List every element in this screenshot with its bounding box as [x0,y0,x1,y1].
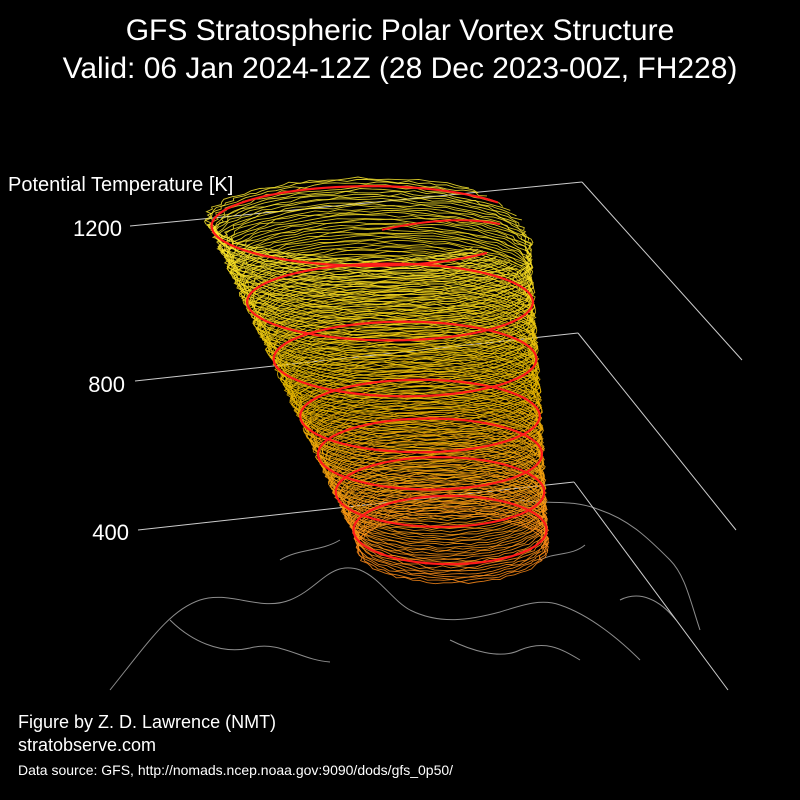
vortex-edge-contour [217,203,530,285]
vortex-edge-contour [242,260,534,340]
axis-line-1200 [129,181,583,227]
chart-title: GFS Stratospheric Polar Vortex Structure [125,14,675,47]
vortex-edge-contour [282,347,541,423]
vortex-edge-contour [272,325,540,403]
vortex-edge-contour [312,409,545,484]
vortex-edge-contour [233,234,533,317]
credit-author: Figure by Z. D. Lawrence (NMT) [18,712,277,732]
coastline-segment [409,601,641,661]
vortex-highlight-contour [316,417,544,491]
coastline-segment [169,619,331,663]
z-tick-label: 1200 [73,216,122,241]
vortex-edge-contour [355,510,549,583]
vortex-edge-contour [270,315,538,394]
vortex-edge-contour [204,176,473,260]
vortex-edge-contour [283,349,541,426]
vortex-edge-contour [253,279,536,358]
vortex-highlight-contour [334,455,546,529]
vortex-edge-contour [318,421,544,495]
axis-depth-400 [573,481,729,691]
vortex-edge-contour [329,443,546,517]
vortex-edge-contour [239,254,536,334]
vortex-edge-contour [310,402,544,477]
coastline-segment [279,539,341,561]
vortex-edge-contour [308,400,542,475]
data-source: Data source: GFS, http://nomads.ncep.noa… [18,762,454,778]
z-tick-label: 800 [88,372,125,397]
coastline-segment [619,595,677,621]
z-tick-label: 400 [92,520,129,545]
axis-line-800 [134,332,579,382]
vortex-edge-contour [279,334,538,412]
coastline-map [109,499,701,691]
vortex-spiral-arm [381,219,501,231]
vortex-edge-contour [349,486,548,557]
coastline-segment [109,567,411,691]
axis-frame [129,181,743,691]
vortex-edge-contour [264,307,538,386]
vortex-edge-contour [256,290,538,370]
vortex-edge-contour [277,331,540,408]
vortex-edge-contour [211,188,511,272]
z-axis-label: Potential Temperature [K] [8,174,234,196]
axis-depth-800 [577,332,737,531]
vortex-edge-contour [289,360,540,437]
vortex-edge-contour [229,231,533,311]
coastline-segment [519,499,701,631]
vortex-edge-contour [260,293,536,372]
vortex-highlight-contour [210,184,499,268]
vortex-highlight-contours [210,184,548,566]
vortex-edge-contour [216,204,534,288]
chart-subtitle: Valid: 06 Jan 2024-12Z (28 Dec 2023-00Z,… [62,52,738,85]
vortex-edge-contour [357,506,549,578]
vortex-edge-contour [214,197,525,280]
coastline-segment [449,639,581,661]
vortex-edge-stack [204,176,550,585]
axis-depth-1200 [581,181,743,361]
vortex-edge-contour [293,365,543,441]
vortex-edge-contour [305,395,544,470]
vortex-edge-contour [296,375,543,449]
vortex-highlight-contour [352,494,548,566]
vortex-edge-contour [327,439,545,513]
credit-site: stratobserve.com [18,735,157,755]
vortex-edge-contour [323,430,546,504]
vortex-highlight-contour [272,320,538,398]
vortex-highlight-contour [299,378,541,454]
vortex-edge-contour [229,228,533,308]
vortex-highlight-contour [245,262,535,342]
